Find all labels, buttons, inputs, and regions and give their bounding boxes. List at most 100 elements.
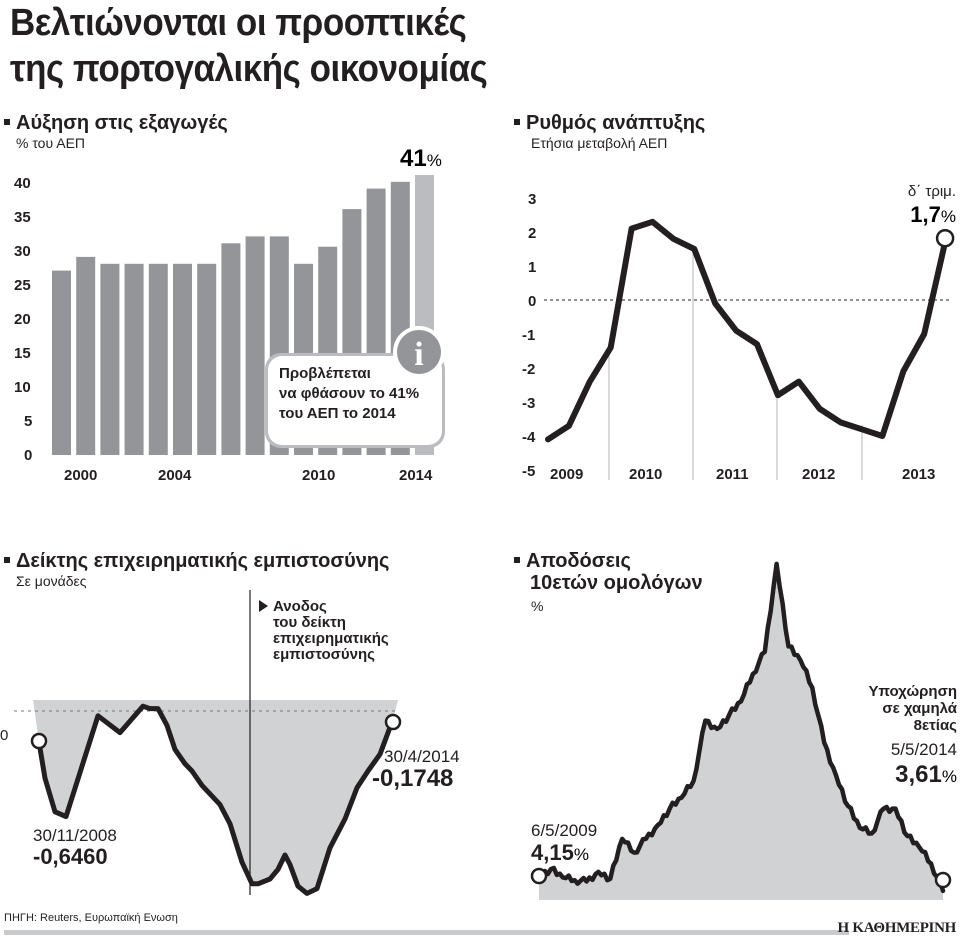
bonds-start-date: 6/5/2009 <box>531 821 597 840</box>
svg-text:σε χαμηλά: σε χαμηλά <box>882 700 957 717</box>
bar-2004 <box>173 263 192 455</box>
exports-title-text: Αύξηση στις εξαγωγές <box>16 112 228 134</box>
x-tick: 2012 <box>802 466 835 483</box>
growth-end-marker <box>935 228 955 248</box>
x-tick: 2000 <box>64 467 97 484</box>
y-tick: 3 <box>528 191 536 208</box>
exports-x-axis: 2000 2004 2010 2014 <box>64 467 433 484</box>
y-tick: -1 <box>522 327 535 344</box>
svg-text:να φθάσουν το 41%: να φθάσουν το 41% <box>279 385 419 402</box>
svg-text:Υποχώρηση: Υποχώρηση <box>868 683 957 700</box>
confidence-area-chart: 0 Ανοδος του δείκτη επιχειρηματικής εμπι… <box>0 590 460 896</box>
bonds-note: Υποχώρηση σε χαμηλά 8ετίας <box>868 683 957 734</box>
bullet-square-icon <box>514 118 520 125</box>
growth-title: Ρυθμός ανάπτυξης <box>514 112 705 134</box>
confidence-subtitle: Σε μονάδες <box>16 573 87 589</box>
bonds-area <box>539 563 943 900</box>
x-tick: 2011 <box>716 466 749 483</box>
x-tick: 2010 <box>302 467 335 484</box>
y-tick: -4 <box>522 429 536 446</box>
bonds-start-marker <box>530 867 548 885</box>
growth-x-axis: 2009 2010 2011 2012 2013 <box>550 466 935 483</box>
bar-2007 <box>245 236 265 455</box>
svg-text:εμπιστοσύνης: εμπιστοσύνης <box>273 646 375 663</box>
bonds-title: Αποδόσεις 10ετών ομολόγων <box>514 550 703 594</box>
bullet-square-icon <box>4 118 10 125</box>
info-icon-glyph: i <box>414 336 423 373</box>
bar-2002 <box>124 263 144 455</box>
bonds-start-value: 4,15% <box>531 840 589 865</box>
y-tick: 1 <box>528 259 536 276</box>
y-tick: -5 <box>522 463 535 480</box>
source-note: ΠΗΓΗ: Reuters, Ευρωπαϊκή Ενωση <box>4 912 178 924</box>
y-tick: 40 <box>14 175 31 192</box>
y-tick: 35 <box>14 209 31 226</box>
growth-line-chart: 3 2 1 0 -1 -2 -3 -4 -5 2009 2010 2011 20… <box>522 183 956 483</box>
confidence-start-marker <box>30 732 48 750</box>
brand-logo: Η ΚΑΘΗΜΕΡΙΝΗ <box>837 920 957 936</box>
bar-2005 <box>197 263 217 455</box>
bonds-area-chart: 6/5/2009 4,15% Υποχώρηση σε χαμηλά 8ετία… <box>530 561 958 900</box>
svg-text:Ανοδος: Ανοδος <box>273 598 327 615</box>
bonds-subtitle: % <box>531 598 544 614</box>
growth-end-label: δ΄ τριμ. <box>908 183 956 200</box>
y-tick: 2 <box>528 225 536 242</box>
confidence-end-value: -0,1748 <box>372 765 453 792</box>
y-tick: 0 <box>24 447 32 464</box>
bar-2003 <box>148 263 168 455</box>
y-tick: 10 <box>14 379 31 396</box>
footer-rule <box>4 930 849 935</box>
bar-2000 <box>76 256 96 455</box>
y-tick: 5 <box>24 413 32 430</box>
bonds-series-line <box>536 561 946 894</box>
growth-title-text: Ρυθμός ανάπτυξης <box>526 112 706 134</box>
bar-2006 <box>221 243 241 455</box>
info-icon <box>397 330 441 374</box>
svg-text:επιχειρηματικής: επιχειρηματικής <box>273 630 389 647</box>
confidence-zero-label: 0 <box>0 727 8 744</box>
confidence-start-value: -0,6460 <box>33 844 108 869</box>
y-tick: 15 <box>14 345 31 362</box>
bonds-end-value: 3,61% <box>895 761 957 788</box>
y-tick: 25 <box>14 277 31 294</box>
exports-title: Αύξηση στις εξαγωγές <box>4 112 228 134</box>
growth-end-value: 1,7% <box>910 202 956 227</box>
svg-text:Προβλέπεται: Προβλέπεται <box>279 365 371 382</box>
bonds-end-date: 5/5/2014 <box>891 740 957 759</box>
x-tick: 2013 <box>902 466 935 483</box>
y-tick: 0 <box>528 293 536 310</box>
page-title-line-1: Βελτιώνονται οι προοπτικές <box>10 2 467 44</box>
bonds-title-line-1: Αποδόσεις <box>526 550 631 572</box>
growth-y-axis: 3 2 1 0 -1 -2 -3 -4 -5 <box>522 191 536 480</box>
y-tick: -3 <box>522 395 535 412</box>
svg-text:8ετίας: 8ετίας <box>914 717 958 734</box>
exports-forecast-callout: i Προβλέπεται να φθάσουν το 41% του ΑΕΠ … <box>265 326 445 448</box>
triangle-right-icon <box>259 600 268 612</box>
confidence-end-date: 30/4/2014 <box>384 747 460 766</box>
x-tick: 2009 <box>550 466 583 483</box>
bonds-end-marker <box>934 871 952 889</box>
confidence-note: Ανοδος του δείκτη επιχειρηματικής εμπιστ… <box>273 598 389 663</box>
confidence-start-date: 30/11/2008 <box>33 826 117 845</box>
exports-y-axis: 40 35 30 25 20 15 10 5 0 <box>14 175 32 464</box>
y-tick: 20 <box>14 311 31 328</box>
confidence-title-text: Δείκτης επιχειρηματικής εμπιστοσύνης <box>16 550 390 572</box>
growth-series-line <box>545 218 949 443</box>
x-tick: 2010 <box>629 466 662 483</box>
svg-text:του ΑΕΠ το 2014: του ΑΕΠ το 2014 <box>279 405 396 422</box>
page-title-line-2: της πορτογαλικής οικονομίας <box>10 48 488 90</box>
exports-highlight-value: 41% <box>400 145 442 172</box>
bar-1999 <box>52 270 71 455</box>
svg-text:του δείκτη: του δείκτη <box>273 614 346 631</box>
page-title: Βελτιώνονται οι προοπτικές της πορτογαλι… <box>10 0 488 92</box>
x-tick: 2014 <box>399 467 433 484</box>
exports-bar-chart: 40 35 30 25 20 15 10 5 0 2000 2004 2010 … <box>14 145 445 484</box>
bullet-square-icon <box>514 556 520 563</box>
growth-year-separators <box>608 250 863 480</box>
exports-subtitle: % του ΑΕΠ <box>16 135 86 151</box>
confidence-end-marker <box>384 713 402 731</box>
bar-2001 <box>100 263 120 455</box>
bullet-square-icon <box>4 556 10 563</box>
y-tick: 30 <box>14 243 31 260</box>
confidence-series-line <box>36 703 396 896</box>
